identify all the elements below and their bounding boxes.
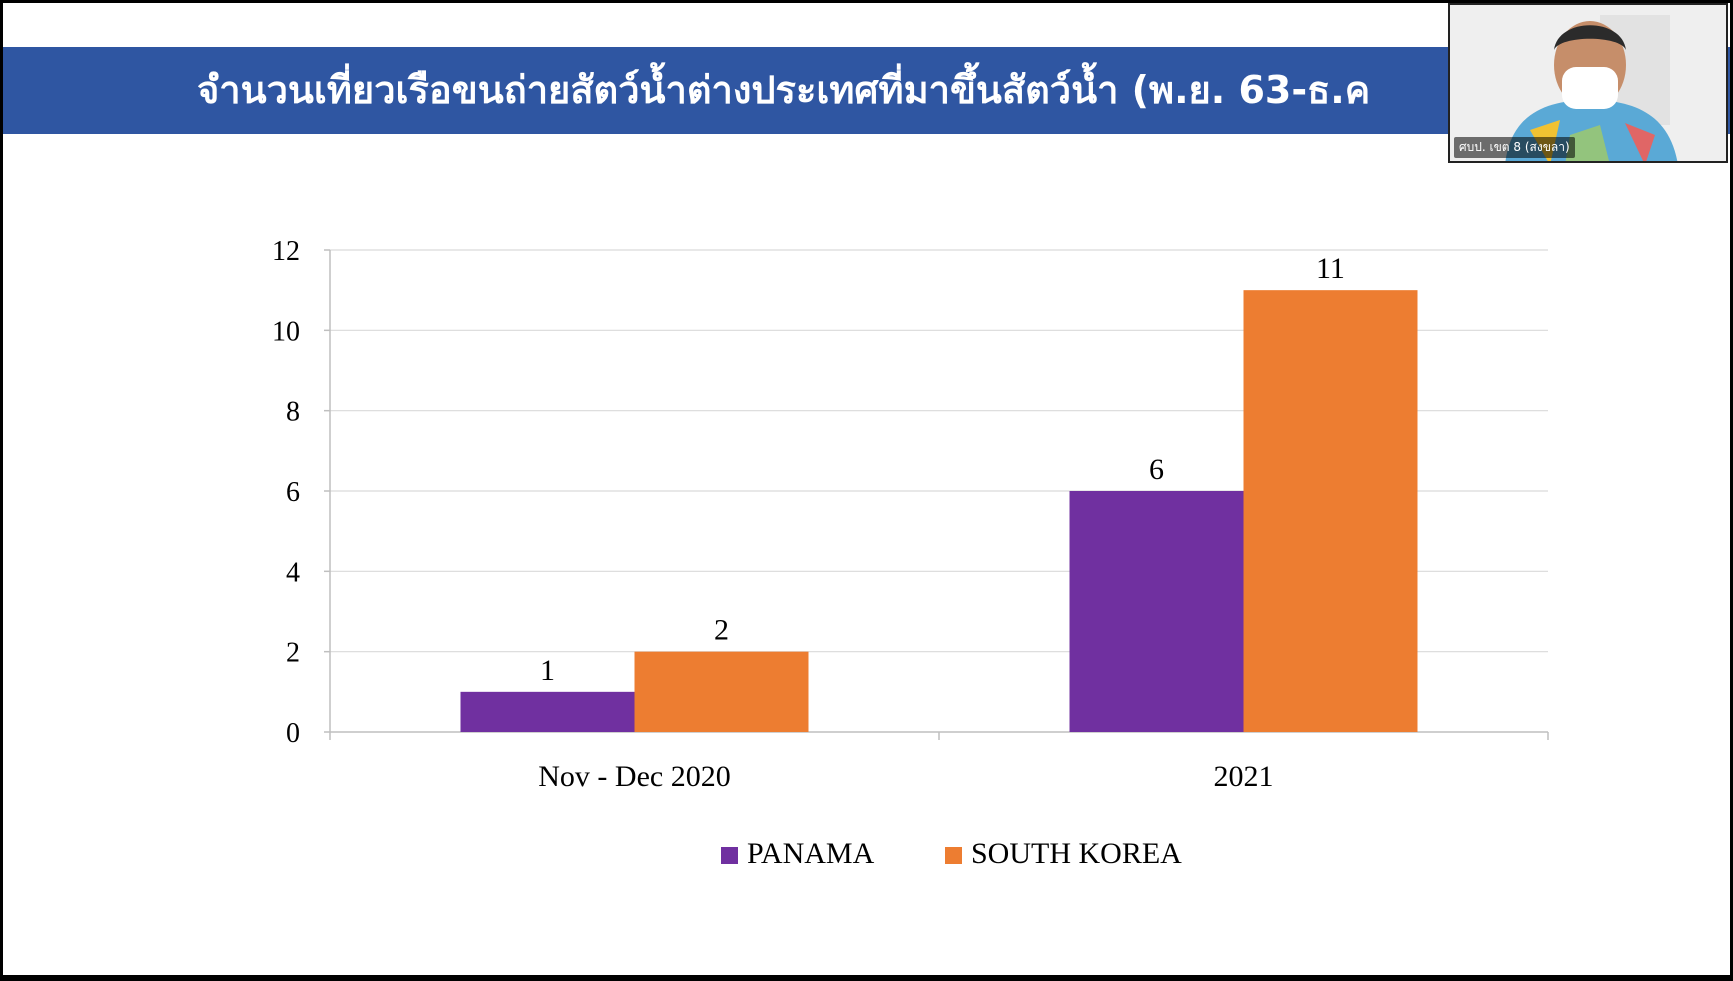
data-label: 6 xyxy=(1149,453,1164,486)
legend-swatch xyxy=(721,847,738,864)
legend-label: SOUTH KOREA xyxy=(971,837,1182,870)
y-tick-label: 2 xyxy=(286,638,300,669)
y-tick-label: 12 xyxy=(272,236,300,267)
bars xyxy=(460,290,1418,732)
data-labels: 1 2 6 11 xyxy=(540,252,1345,687)
y-tick-label: 4 xyxy=(286,557,300,588)
legend-label: PANAMA xyxy=(747,837,875,870)
slide: จำนวนเที่ยวเรือขนถ่ายสัตว์น้ำต่างประเทศท… xyxy=(3,3,1730,975)
legend: PANAMA SOUTH KOREA xyxy=(721,837,1182,870)
bar-panama xyxy=(460,691,635,732)
y-tick-label: 8 xyxy=(286,397,300,428)
title-bar: จำนวนเที่ยวเรือขนถ่ายสัตว์น้ำต่างประเทศท… xyxy=(3,47,1730,134)
x-category-label: 2021 xyxy=(1214,760,1274,793)
participant-name-label: ศบป. เขต 8 (สงขลา) xyxy=(1454,137,1575,158)
x-category-label: Nov - Dec 2020 xyxy=(538,760,730,793)
page-title: จำนวนเที่ยวเรือขนถ่ายสัตว์น้ำต่างประเทศท… xyxy=(197,68,1371,112)
legend-swatch xyxy=(945,847,962,864)
data-label: 11 xyxy=(1316,252,1345,285)
data-label: 1 xyxy=(540,654,555,687)
webcam-video-tile[interactable]: ศบป. เขต 8 (สงขลา) xyxy=(1448,3,1728,163)
bar-south-korea xyxy=(634,651,809,732)
y-tick-label: 10 xyxy=(272,316,300,347)
data-label: 2 xyxy=(714,614,729,647)
y-tick-label: 6 xyxy=(286,477,300,508)
bar-panama xyxy=(1069,491,1244,732)
y-tick-label: 0 xyxy=(286,718,300,749)
bar-south-korea xyxy=(1243,290,1418,732)
